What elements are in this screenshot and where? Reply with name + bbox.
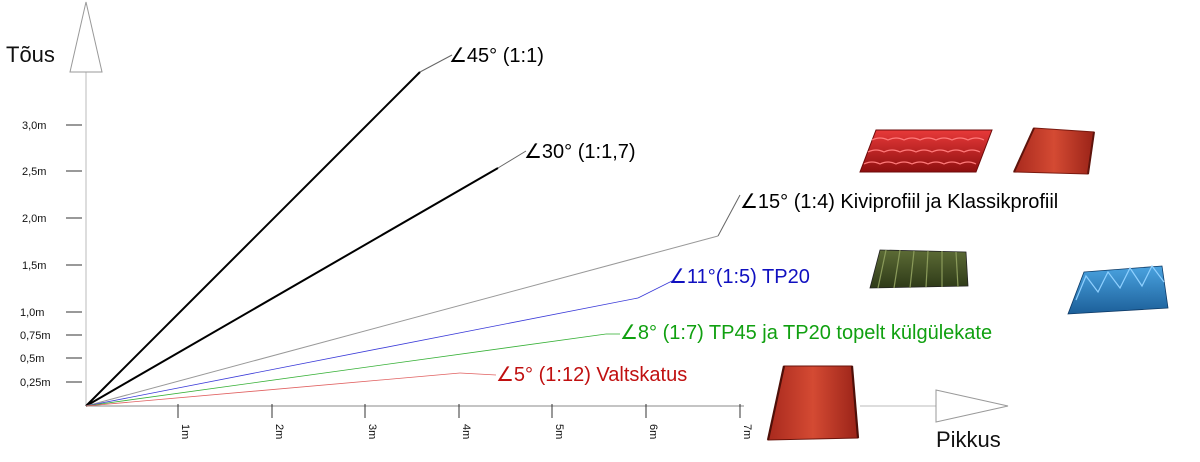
y-ticks: 0,25m 0,5m 0,75m 1,0m 1,5m 2,0m 2,5m 3,: [20, 120, 82, 389]
x-tick-label: 7m: [741, 424, 753, 439]
slope-label-5: ∠5° (1:12) Valtskatus: [496, 364, 687, 386]
x-tick: 6m: [645, 404, 659, 439]
seam-panel-image: [766, 365, 860, 441]
x-tick-label: 4m: [460, 424, 472, 439]
y-tick-label: 2,0m: [22, 213, 46, 225]
trapezoid-tp20-image: [869, 249, 969, 289]
slope-line: [85, 297, 639, 407]
x-axis-title: Pikkus: [936, 427, 1001, 452]
slope-15: ∠15° (1:4) Kiviprofiil ja Klassikprofiil: [85, 191, 1058, 407]
slope-line: [85, 167, 499, 407]
slope-label-30: ∠30° (1:1,7): [524, 141, 636, 163]
leader-line: [419, 54, 453, 73]
leader-line: [717, 194, 741, 237]
leader-line: [637, 280, 673, 299]
x-tick-label: 5m: [553, 424, 565, 439]
y-tick-label: 3,0m: [22, 120, 46, 132]
y-tick-label: 1,0m: [20, 307, 44, 319]
x-tick: 4m: [458, 404, 472, 439]
y-tick-label: 0,5m: [20, 353, 44, 365]
x-tick-label: 6m: [647, 424, 659, 439]
slope-label-45: ∠45° (1:1): [449, 45, 544, 67]
y-tick-label: 2,5m: [22, 166, 46, 178]
x-tick: 7m: [739, 404, 753, 439]
slope-label-11: ∠11°(1:5) TP20: [669, 266, 810, 288]
x-tick-label: 3m: [366, 424, 378, 439]
x-axis: Pikkus: [86, 389, 1009, 452]
y-tick-label: 0,75m: [20, 330, 51, 342]
slope-label-15: ∠15° (1:4) Kiviprofiil ja Klassikprofiil: [740, 191, 1058, 213]
x-tick: 5m: [551, 404, 565, 439]
y-axis-title: Tõus: [6, 42, 55, 67]
slope-45: ∠45° (1:1): [85, 45, 544, 407]
slope-line: [85, 71, 421, 407]
x-tick: 3m: [364, 404, 378, 439]
x-tick: 1m: [177, 404, 191, 439]
y-tick: 0,5m: [20, 353, 82, 365]
tile-profile-image: [859, 129, 993, 173]
y-axis-arrow-icon: [69, 1, 103, 73]
y-tick: 2,5m: [22, 166, 82, 178]
slope-8: ∠8° (1:7) TP45 ja TP20 topelt külgülekat…: [85, 322, 992, 407]
slope-line: [85, 372, 461, 407]
y-tick: 1,5m: [22, 260, 82, 272]
y-tick-label: 1,5m: [22, 260, 46, 272]
x-axis-arrow-icon: [935, 389, 1009, 423]
y-tick: 1,0m: [20, 307, 82, 319]
slope-11: ∠11°(1:5) TP20: [85, 266, 810, 407]
y-tick: 0,75m: [20, 330, 82, 342]
y-axis: Tõus: [6, 1, 103, 406]
x-tick-label: 1m: [179, 424, 191, 439]
leader-line: [497, 150, 527, 169]
standing-seam-image: [1013, 127, 1095, 175]
slope-30: ∠30° (1:1,7): [85, 141, 636, 407]
slope-label-8: ∠8° (1:7) TP45 ja TP20 topelt külgülekat…: [620, 322, 992, 344]
slope-line: [85, 333, 607, 407]
trapezoid-tp45-image: [1067, 264, 1169, 315]
x-ticks: 1m 2m 3m 4m 5m 6m 7m: [177, 404, 753, 439]
y-tick: 3,0m: [22, 120, 82, 132]
leader-line: [459, 372, 497, 376]
y-tick: 0,25m: [20, 377, 82, 389]
y-tick: 2,0m: [22, 213, 82, 225]
x-tick-label: 2m: [273, 424, 285, 439]
slope-line: [85, 235, 719, 407]
y-tick-label: 0,25m: [20, 377, 51, 389]
slope-5: ∠5° (1:12) Valtskatus: [85, 364, 687, 407]
x-tick: 2m: [271, 404, 285, 439]
